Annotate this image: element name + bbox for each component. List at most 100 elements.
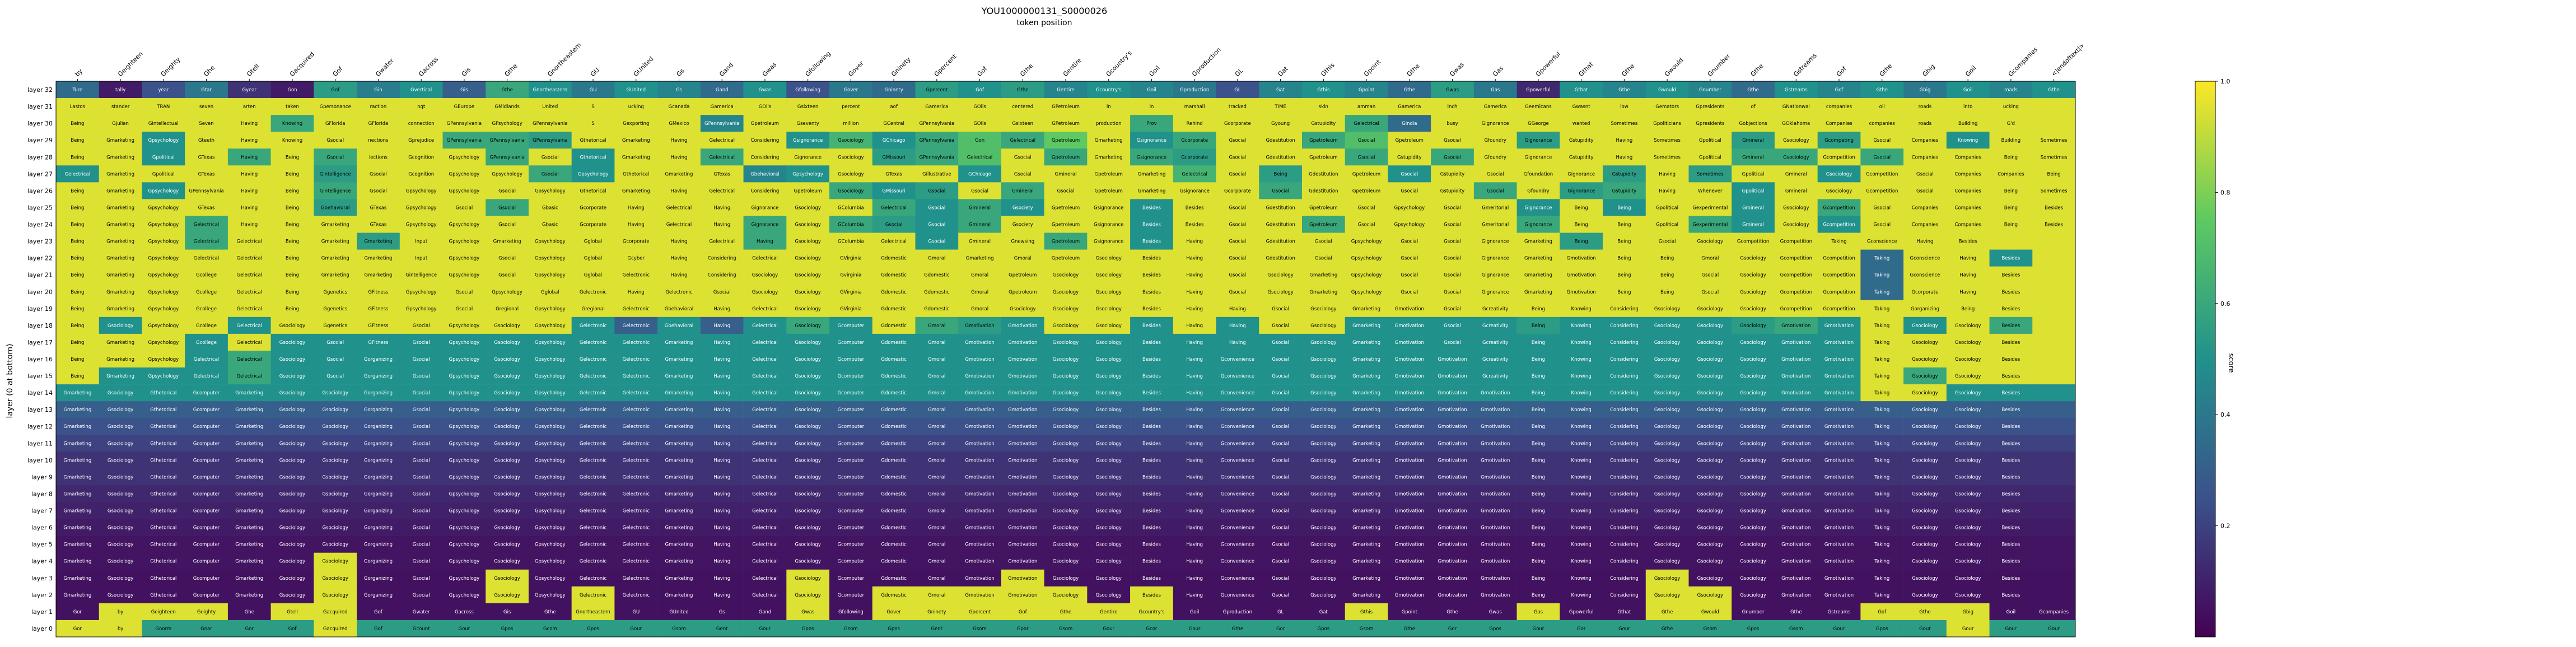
heatmap-cell-label: Gsocial [326, 340, 344, 346]
heatmap-cell-label: Gand [759, 609, 772, 615]
heatmap-cell-label: Gmarketing [665, 374, 693, 379]
heatmap-cell [1087, 182, 1131, 199]
heatmap-cell [915, 81, 959, 99]
heatmap-cell [99, 283, 142, 301]
heatmap-cell-label: Gpsychology [406, 188, 437, 194]
heatmap-cell [872, 182, 916, 199]
heatmap-cell-label: Having [671, 155, 688, 160]
heatmap-cell-label: year [158, 87, 169, 93]
heatmap-cell-label: busy [1446, 121, 1458, 127]
heatmap-cell [1774, 165, 1818, 183]
heatmap-cell-label: Gmoral [928, 491, 945, 497]
heatmap-cell-label: Gmarketing [63, 576, 91, 581]
heatmap-cell-label: G'd [2007, 121, 2015, 127]
heatmap-cell-label: Gsocial [370, 171, 387, 177]
heatmap-cell-label: Gmineral [1012, 188, 1034, 194]
heatmap-cell-label: Gpsychology [148, 357, 179, 362]
heatmap-cell-label: Gsociology [108, 323, 133, 329]
heatmap-cell-label: Gcompetition [1780, 290, 1812, 295]
heatmap-cell-label: Gmotivation [1395, 559, 1424, 565]
heatmap-cell-label: Gmarketing [235, 491, 263, 497]
heatmap-cell-label: Gstupidity [1569, 155, 1594, 160]
heatmap-cell-label: Gmarketing [1137, 171, 1165, 177]
heatmap-cell-label: Gelectrical [752, 509, 778, 514]
heatmap-cell-label: Besides [1142, 424, 1161, 430]
heatmap-cell-label: Gwasnt [1572, 104, 1591, 110]
heatmap-cell-label: Gmarketing [106, 273, 134, 278]
x-tick-label: Gof [1835, 65, 1849, 78]
x-tick-label: Gpoint [1362, 58, 1383, 78]
heatmap-cell [786, 81, 830, 99]
heatmap-cell-label: Taking [1874, 542, 1889, 548]
heatmap-cell-label: Gthat [1575, 87, 1589, 93]
heatmap-cell-label: Gpetroleum [1396, 138, 1424, 143]
x-tick-label: Gis [460, 66, 473, 78]
heatmap-cell [486, 132, 529, 149]
heatmap-cell [1603, 165, 1646, 183]
heatmap-cell-label: Gelectrical [881, 239, 907, 245]
heatmap-cell-label: Gnumber [1742, 609, 1765, 615]
heatmap-cell [1732, 132, 1775, 149]
heatmap-cell-label: GOils [759, 104, 772, 110]
y-tick-label: layer 13 [27, 406, 53, 413]
heatmap-cell [1903, 232, 1947, 250]
heatmap-cell [1817, 249, 1861, 267]
heatmap-cell-label: Gthetorical [150, 458, 176, 463]
heatmap-cell [1044, 182, 1088, 199]
heatmap-cell-label: Gsom [1789, 626, 1803, 632]
heatmap-cell-label: Gsociology [494, 593, 520, 598]
heatmap-cell-label: Being [71, 273, 84, 278]
heatmap-cell-label: Gsociology [322, 593, 348, 598]
heatmap-cell-label: Gsocial [413, 390, 430, 396]
heatmap-cell-label: Gpsychology [148, 222, 179, 228]
heatmap-cell [2032, 182, 2076, 199]
heatmap-cell-label: Gconvenience [1221, 458, 1254, 463]
heatmap-cell-label: Geighty [197, 609, 216, 615]
heatmap-cell [1688, 216, 1732, 233]
heatmap-cell-label: Gpsychology [449, 542, 480, 548]
y-tick-label: layer 16 [27, 356, 53, 363]
heatmap-cell [142, 283, 185, 301]
heatmap-cell-label: Considering [1610, 424, 1639, 430]
heatmap-cell [829, 266, 873, 284]
heatmap-cell-label: Gelectrical [752, 390, 778, 396]
y-tick-label: layer 17 [27, 339, 53, 346]
heatmap-cell [1044, 232, 1088, 250]
heatmap-cell-label: Gpsychology [449, 593, 480, 598]
heatmap-cell [1688, 199, 1732, 216]
heatmap-cell [1516, 232, 1560, 250]
colorbar-tick-label: 0.2 [2220, 523, 2230, 530]
heatmap-cell [1001, 98, 1044, 115]
heatmap-cell [657, 232, 701, 250]
heatmap-cell-label: Gover [886, 609, 901, 615]
heatmap-cell [1173, 232, 1216, 250]
heatmap-cell [1732, 165, 1775, 183]
heatmap-cell [1301, 266, 1345, 284]
heatmap-cell [2032, 148, 2076, 166]
heatmap-cell-label: Gmotivation [1481, 525, 1510, 531]
heatmap-cell-label: Gcomputer [838, 441, 865, 446]
heatmap-cell-label: Prov [1146, 121, 1157, 127]
heatmap-cell-label: Gpowerful [1569, 609, 1594, 615]
heatmap-cell-label: Gcomputer [838, 340, 865, 346]
heatmap-cell-label: Gregional [496, 306, 519, 312]
heatmap-cell-label: Gconscience [1910, 256, 1940, 262]
heatmap-cell [399, 249, 443, 267]
heatmap-cell-label: Gat [1319, 609, 1328, 615]
heatmap-cell [614, 266, 658, 284]
heatmap-cell-label: Gmotivation [1481, 593, 1510, 598]
heatmap-cell-label: Taking [1874, 593, 1889, 598]
heatmap-cell [1044, 216, 1088, 233]
heatmap-cell-label: Gsociology [1740, 441, 1766, 446]
heatmap-cell [528, 165, 572, 183]
heatmap-cell-label: Gmarketing [235, 474, 263, 480]
heatmap-cell-label: Gpsychology [449, 222, 480, 228]
heatmap-cell-label: Gsociology [1740, 390, 1766, 396]
heatmap-cell-label: Gpsychology [148, 273, 179, 278]
heatmap-cell [1516, 165, 1560, 183]
heatmap-cell-label: Gmotivation [1481, 491, 1510, 497]
heatmap-cell [142, 81, 185, 99]
heatmap-cell-label: Gsom [1704, 626, 1718, 632]
heatmap-cell-label: GTexas [885, 171, 902, 177]
heatmap-cell-label: Gdomestic [881, 340, 907, 346]
